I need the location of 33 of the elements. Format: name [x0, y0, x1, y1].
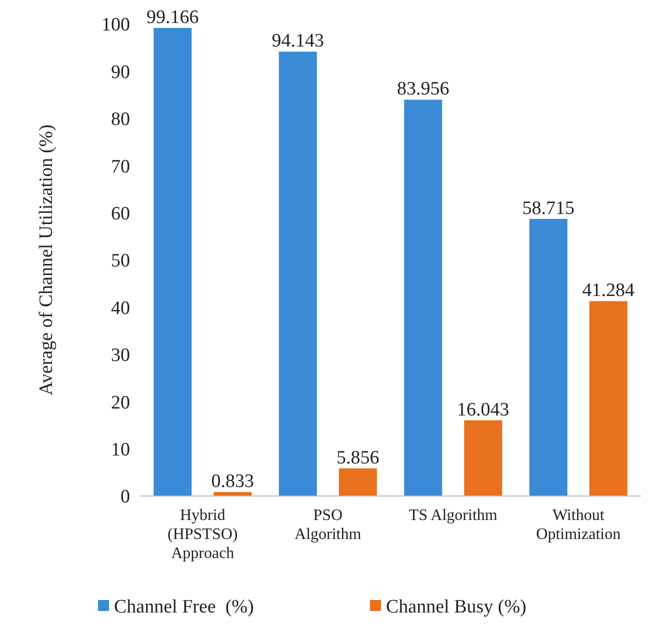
legend-label: Channel Busy (%) — [386, 596, 526, 618]
y-tick-label: 60 — [111, 203, 130, 224]
data-label: 99.166 — [146, 6, 199, 28]
y-axis-title: Average of Channel Utilization (%) — [36, 124, 57, 396]
data-label: 94.143 — [272, 30, 324, 52]
y-tick-label: 50 — [111, 250, 130, 272]
y-tick-label: 70 — [111, 156, 130, 178]
x-tick-label: Hybrid (HPSTSO) Approach — [168, 507, 238, 562]
legend-label: Channel Free (%) — [114, 596, 254, 618]
y-tick-label: 90 — [111, 62, 130, 83]
y-tick-label: 20 — [111, 392, 130, 414]
y-tick-label: 10 — [111, 439, 130, 460]
data-label: 0.833 — [211, 471, 254, 492]
y-tick-label: 30 — [111, 345, 130, 366]
data-label: 41.284 — [582, 280, 635, 302]
x-tick-label: Without Optimization — [536, 507, 621, 543]
data-label: 83.956 — [397, 78, 450, 100]
y-tick-label: 100 — [102, 14, 130, 36]
y-tick-label: 40 — [111, 298, 130, 319]
data-label: 58.715 — [522, 198, 574, 219]
data-label: 5.856 — [336, 447, 380, 468]
x-tick-label: PSO Algorithm — [294, 507, 362, 543]
bar — [338, 468, 377, 496]
bar — [154, 28, 192, 496]
bar — [404, 100, 442, 496]
bar — [589, 301, 628, 496]
bar — [464, 420, 502, 496]
data-label: 16.043 — [457, 399, 510, 420]
x-tick-label: TS Algorithm — [408, 507, 498, 524]
bar — [278, 52, 317, 496]
y-tick-label: 0 — [120, 486, 130, 508]
bar — [529, 218, 568, 496]
y-tick-label: 80 — [111, 109, 130, 130]
